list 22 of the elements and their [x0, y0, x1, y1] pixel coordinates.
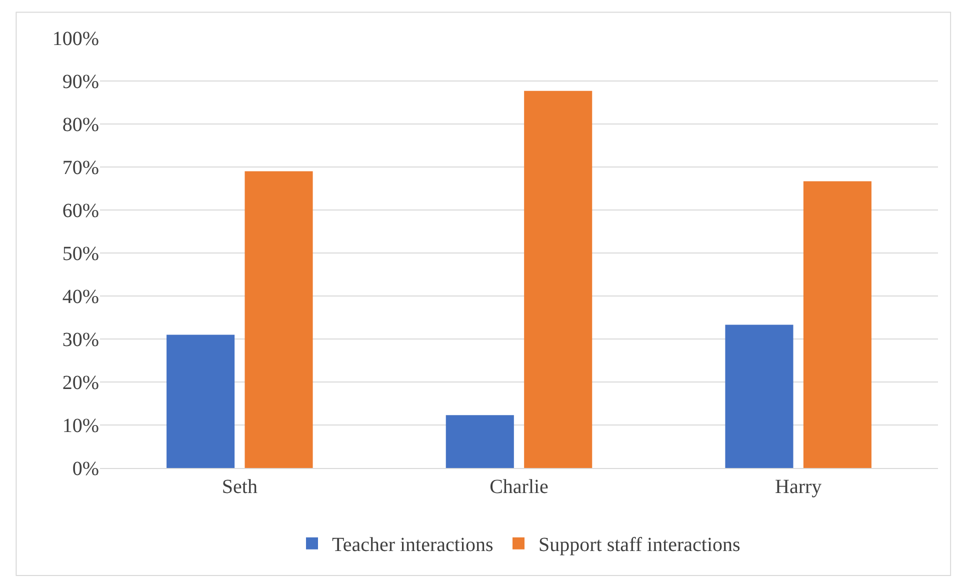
y-tick-label: 80%: [62, 114, 99, 136]
bar: [725, 324, 794, 468]
y-tick-label: 40%: [62, 286, 99, 308]
y-tick-label: 90%: [62, 71, 99, 93]
bar: [446, 415, 514, 468]
x-tick-label: Charlie: [490, 476, 549, 498]
bar: [524, 90, 592, 468]
y-tick-label: 100%: [52, 28, 99, 50]
bar: [803, 181, 872, 468]
x-tick-label: Harry: [775, 476, 822, 498]
x-tick-label: Seth: [222, 476, 258, 498]
y-tick-label: 50%: [62, 243, 99, 265]
bar: [244, 171, 313, 468]
legend-label: Support staff interactions: [538, 534, 741, 556]
y-tick-label: 30%: [62, 329, 99, 351]
y-tick-label: 0%: [72, 458, 99, 480]
y-tick-label: 20%: [62, 372, 99, 394]
bar: [166, 334, 235, 468]
y-tick-label: 60%: [62, 200, 99, 222]
legend-label: Teacher interactions: [332, 534, 494, 556]
y-tick-label: 10%: [62, 415, 99, 437]
y-tick-label: 70%: [62, 157, 99, 179]
